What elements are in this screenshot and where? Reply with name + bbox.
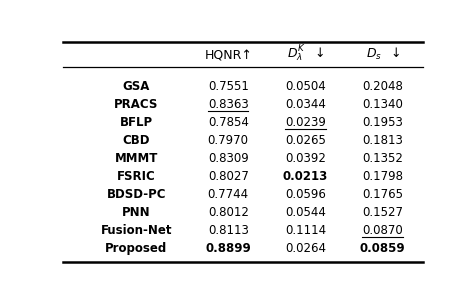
Text: 0.0596: 0.0596 (285, 188, 326, 201)
Text: 0.0870: 0.0870 (362, 224, 403, 237)
Text: 0.1798: 0.1798 (362, 170, 403, 183)
Text: 0.0239: 0.0239 (285, 116, 326, 129)
Text: 0.0392: 0.0392 (285, 152, 326, 165)
Text: BFLP: BFLP (120, 116, 153, 129)
Text: 0.8309: 0.8309 (208, 152, 248, 165)
Text: 0.0504: 0.0504 (285, 80, 326, 93)
Text: 0.8113: 0.8113 (208, 224, 249, 237)
Text: $D_{s}$: $D_{s}$ (366, 46, 383, 61)
Text: GSA: GSA (123, 80, 150, 93)
Text: 0.0265: 0.0265 (285, 134, 326, 147)
Text: 0.8899: 0.8899 (205, 242, 251, 255)
Text: 0.0859: 0.0859 (360, 242, 405, 255)
Text: 0.1765: 0.1765 (362, 188, 403, 201)
Text: ↓: ↓ (390, 48, 401, 61)
Text: 0.0213: 0.0213 (283, 170, 328, 183)
Text: 0.1953: 0.1953 (362, 116, 403, 129)
Text: ↓: ↓ (315, 48, 325, 61)
Text: 0.7854: 0.7854 (208, 116, 249, 129)
Text: 0.1813: 0.1813 (362, 134, 403, 147)
Text: $D_{\lambda}^{K}$: $D_{\lambda}^{K}$ (287, 44, 306, 64)
Text: MMMT: MMMT (115, 152, 158, 165)
Text: 0.0344: 0.0344 (285, 98, 326, 111)
Text: 0.2048: 0.2048 (362, 80, 403, 93)
Text: 0.1114: 0.1114 (285, 224, 326, 237)
Text: 0.1352: 0.1352 (362, 152, 403, 165)
Text: BDSD-PC: BDSD-PC (107, 188, 166, 201)
Text: 0.8363: 0.8363 (208, 98, 248, 111)
Text: 0.7744: 0.7744 (208, 188, 249, 201)
Text: FSRIC: FSRIC (117, 170, 156, 183)
Text: HQNR↑: HQNR↑ (204, 49, 252, 62)
Text: PNN: PNN (122, 206, 151, 219)
Text: 0.8027: 0.8027 (208, 170, 249, 183)
Text: 0.0264: 0.0264 (285, 242, 326, 255)
Text: 0.1527: 0.1527 (362, 206, 403, 219)
Text: Fusion-Net: Fusion-Net (100, 224, 172, 237)
Text: 0.8012: 0.8012 (208, 206, 249, 219)
Text: 0.7551: 0.7551 (208, 80, 249, 93)
Text: 0.7970: 0.7970 (208, 134, 249, 147)
Text: PRACS: PRACS (114, 98, 159, 111)
Text: 0.0544: 0.0544 (285, 206, 326, 219)
Text: CBD: CBD (123, 134, 150, 147)
Text: 0.1340: 0.1340 (362, 98, 403, 111)
Text: Proposed: Proposed (105, 242, 167, 255)
